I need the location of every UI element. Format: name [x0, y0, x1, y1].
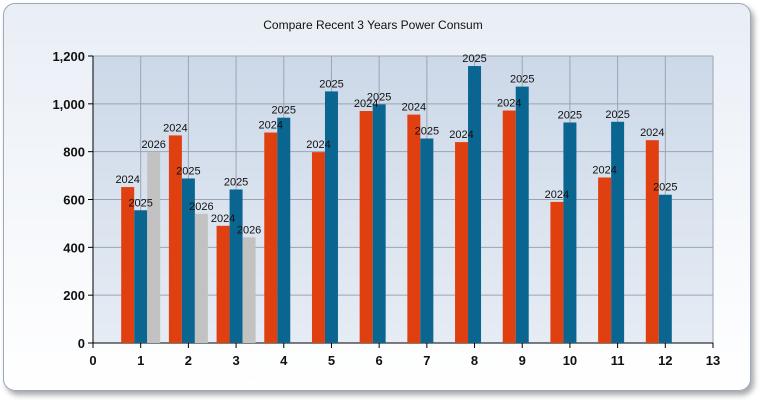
bar-2024[interactable]	[502, 110, 516, 343]
x-tick-label: 3	[232, 353, 239, 368]
x-tick-label: 4	[280, 353, 288, 368]
bar-2025[interactable]	[515, 86, 529, 343]
data-label-2025: 2025	[510, 74, 534, 86]
bar-2025[interactable]	[324, 91, 338, 343]
x-tick-label: 13	[706, 353, 720, 368]
y-tick-label: 0	[78, 336, 85, 351]
x-tick-label: 8	[471, 353, 478, 368]
chart-title: Compare Recent 3 Years Power Consum	[263, 18, 483, 32]
x-tick-label: 7	[423, 353, 430, 368]
y-tick-label: 1,200	[52, 49, 85, 64]
x-tick-label: 2	[185, 353, 192, 368]
data-label-2025: 2025	[176, 165, 200, 177]
bar-2024[interactable]	[550, 201, 564, 343]
data-label-2025: 2025	[367, 91, 391, 103]
data-label-2024: 2024	[545, 189, 569, 201]
x-tick-label: 6	[376, 353, 383, 368]
x-tick-label: 1	[137, 353, 144, 368]
data-label-2025: 2025	[462, 53, 486, 65]
bar-2024[interactable]	[598, 177, 612, 343]
bar-2024[interactable]	[121, 187, 135, 343]
data-label-2024: 2024	[163, 122, 187, 134]
data-label-2026: 2026	[141, 139, 165, 151]
bar-2025[interactable]	[468, 66, 482, 344]
data-label-2024: 2024	[306, 139, 330, 151]
bar-2024[interactable]	[216, 225, 230, 343]
x-tick-label: 9	[519, 353, 526, 368]
bar-2025[interactable]	[277, 117, 291, 343]
bar-2024[interactable]	[311, 152, 325, 343]
bar-2025[interactable]	[658, 194, 672, 343]
x-tick-label: 11	[611, 353, 625, 368]
data-label-2025: 2025	[415, 126, 439, 138]
x-tick-label: 12	[658, 353, 672, 368]
bar-2025[interactable]	[229, 189, 243, 343]
data-label-2024: 2024	[354, 98, 378, 110]
bar-2025[interactable]	[563, 122, 577, 343]
data-label-2025: 2025	[558, 109, 582, 121]
y-tick-label: 400	[63, 240, 85, 255]
x-tick-label: 10	[563, 353, 577, 368]
data-label-2024: 2024	[449, 129, 473, 141]
data-label-2025: 2025	[128, 197, 152, 209]
bar-2026[interactable]	[242, 237, 256, 343]
bar-2024[interactable]	[359, 111, 373, 343]
bar-2026[interactable]	[147, 152, 161, 343]
data-label-2026: 2026	[237, 224, 261, 236]
data-label-2026: 2026	[189, 201, 213, 213]
bar-2026[interactable]	[194, 213, 208, 343]
bar-2024[interactable]	[407, 114, 421, 344]
data-label-2025: 2025	[653, 182, 677, 194]
bar-2024[interactable]	[455, 142, 469, 343]
bar-2025[interactable]	[181, 178, 195, 343]
bar-2025[interactable]	[611, 121, 625, 343]
bar-2024[interactable]	[168, 135, 182, 343]
x-tick-label: 0	[89, 353, 96, 368]
x-tick-label: 5	[328, 353, 335, 368]
data-label-2025: 2025	[605, 109, 629, 121]
data-label-2024: 2024	[640, 127, 664, 139]
bar-2025[interactable]	[420, 138, 434, 343]
bar-2024[interactable]	[645, 140, 659, 343]
data-label-2025: 2025	[224, 176, 248, 188]
data-label-2025: 2025	[319, 78, 343, 90]
y-tick-label: 1,000	[52, 97, 85, 112]
y-tick-label: 800	[63, 145, 85, 160]
data-label-2024: 2024	[497, 98, 521, 110]
data-label-2024: 2024	[402, 102, 426, 114]
bar-2025[interactable]	[372, 104, 386, 343]
y-tick-label: 600	[63, 193, 85, 208]
data-label-2024: 2024	[592, 164, 616, 176]
data-label-2025: 2025	[272, 105, 296, 117]
y-tick-label: 200	[63, 288, 85, 303]
bar-2024[interactable]	[264, 132, 278, 343]
data-label-2024: 2024	[115, 174, 139, 186]
data-label-2024: 2024	[259, 120, 283, 132]
data-label-2024: 2024	[211, 213, 235, 225]
bar-2025[interactable]	[134, 210, 148, 343]
